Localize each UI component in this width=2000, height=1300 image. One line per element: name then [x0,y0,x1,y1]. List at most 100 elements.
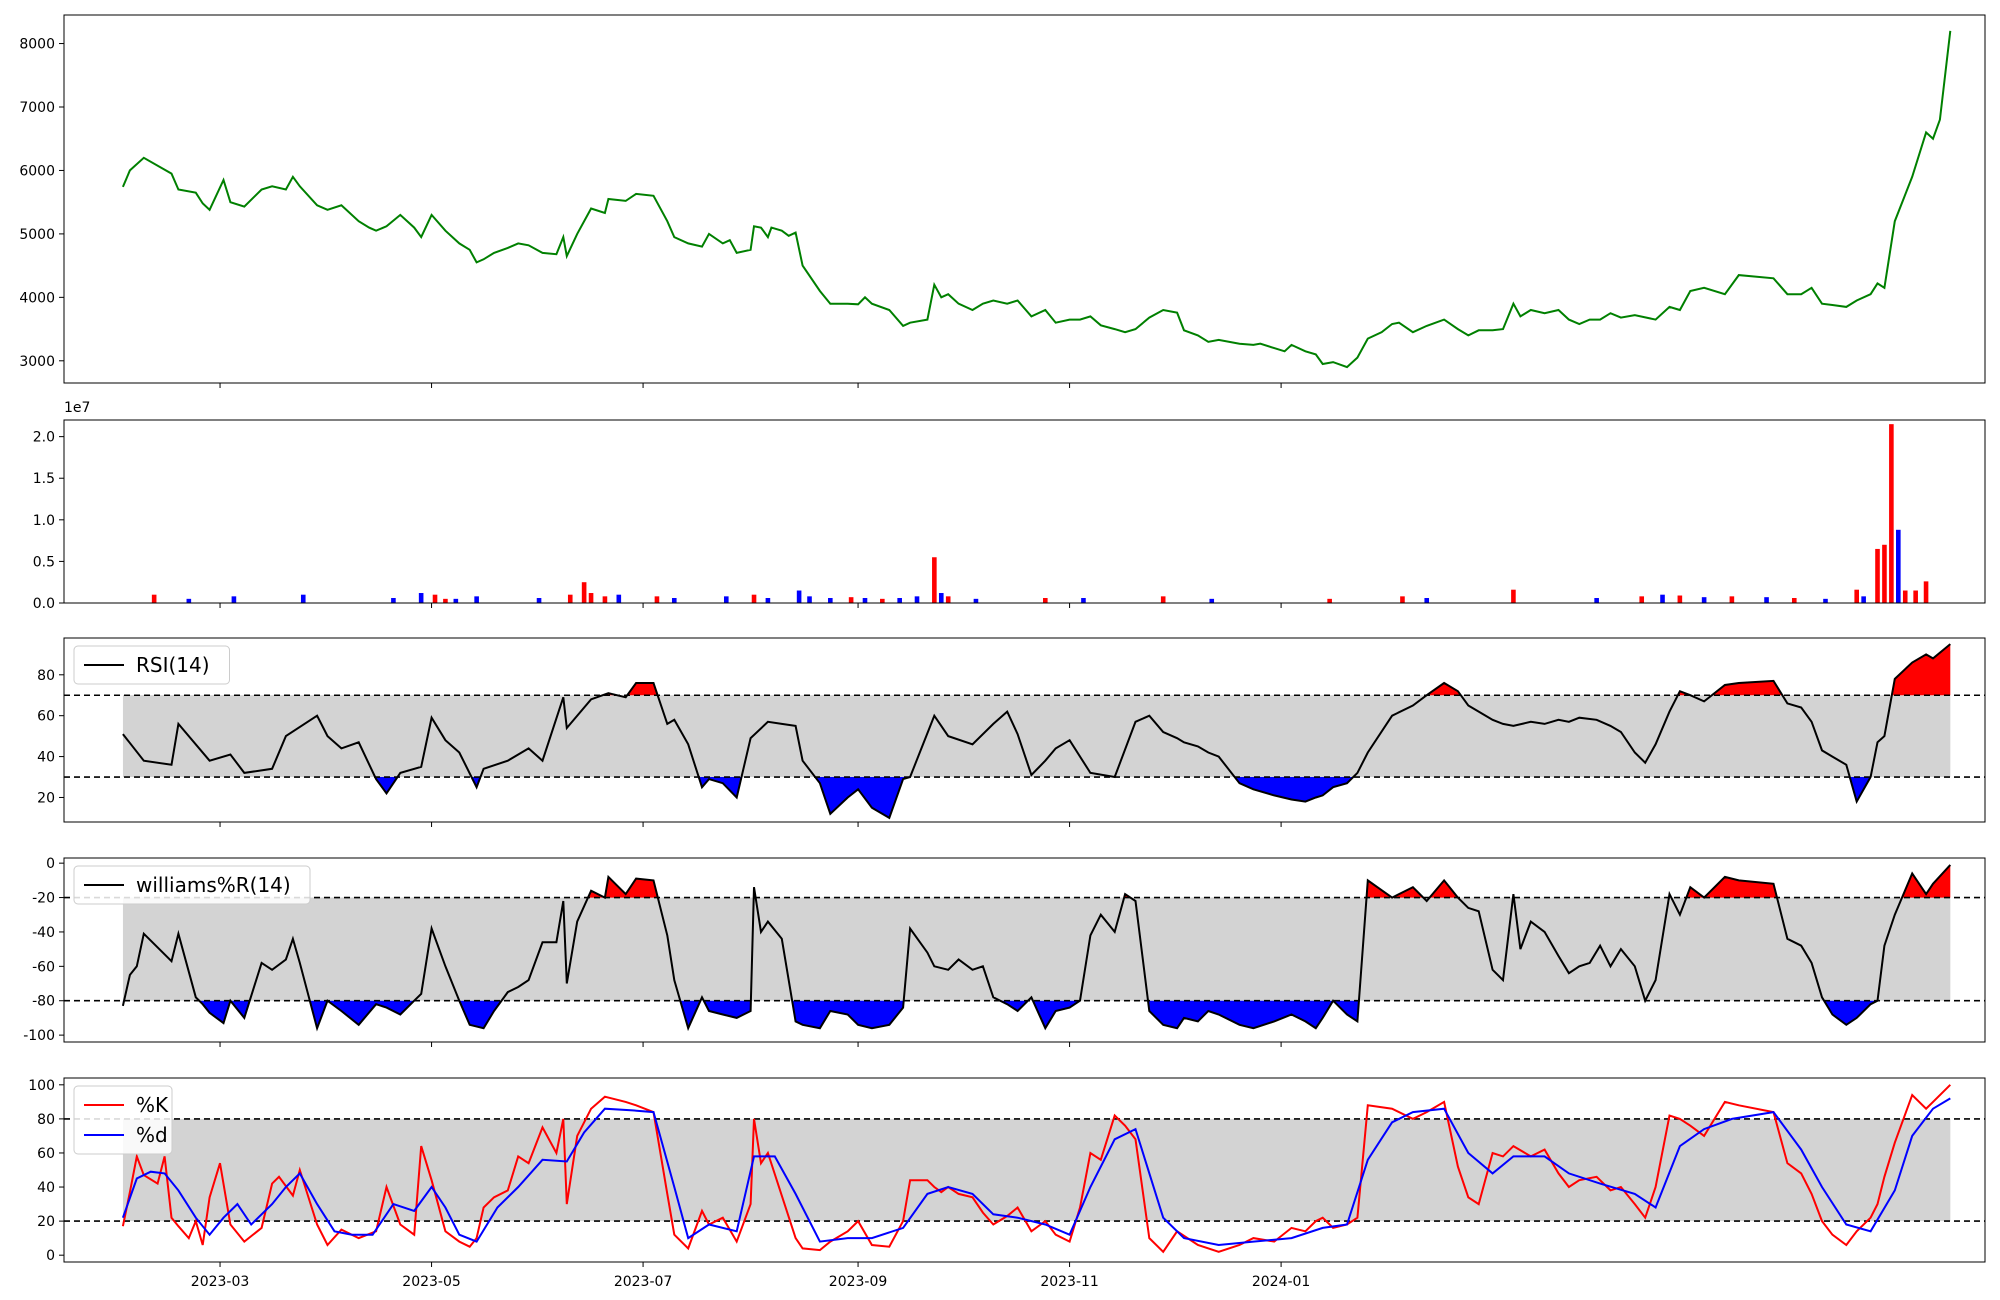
plot-frame [63,419,1986,604]
volume-bar [807,596,812,603]
y-tick-label: 1.5 [33,471,55,487]
oversold-fill [327,1000,415,1025]
threshold-band [122,897,1951,1001]
legend-label: %K [136,1093,169,1117]
x-tick-label: 2023-03 [191,1274,250,1290]
volume-bar [862,598,868,603]
oversold-fill [1824,1000,1878,1025]
y-tick-label: 2.0 [33,430,55,446]
y-tick-label: -60 [32,959,55,975]
volume-bar [1854,589,1860,603]
volume-bar [1791,598,1797,603]
volume-bar [1400,596,1405,603]
y-tick-label: 0.0 [33,596,55,612]
legend-box [73,865,311,905]
williams-r-panel: 0 -20 -40 -60 -80 -100 williams%R(14) [23,856,1986,1047]
oversold-fill [459,1000,502,1029]
oversold-fill [375,777,398,794]
volume-bar [1639,596,1645,603]
legend-label: %d [136,1123,168,1147]
y-tick-label: 60 [37,1146,55,1162]
x-tick-label: 2023-11 [1040,1274,1099,1290]
volume-bar [1594,598,1599,603]
y-tick-label: 0 [46,1248,55,1264]
volume-bar [474,596,479,603]
y-tick-label: 40 [37,1180,55,1196]
volume-bar [751,594,757,603]
y-tick-label: 40 [37,750,55,766]
volume-bar [1160,596,1166,603]
y-tick-label: 20 [37,790,55,806]
y-tick-label: 80 [37,668,55,684]
stoch-line-1 [121,1097,1951,1247]
volume-bar [796,590,802,603]
overbought-fill [1902,864,1951,898]
volume-bar [723,596,729,603]
volume-bar [1209,598,1215,603]
y-tick-label: 8000 [19,37,55,53]
volume-bar [1896,529,1901,603]
y-tick-label: 4000 [19,290,55,306]
volume-bar [1902,590,1908,603]
volume-bar [151,594,157,603]
volume-bar [914,596,920,603]
volume-bar [1729,596,1735,603]
volume-bar [938,593,944,603]
threshold-band [122,695,1951,778]
volume-bar [602,596,608,603]
oversold-fill [698,777,742,798]
plot-frame [63,637,1986,823]
oversold-fill [703,1000,751,1018]
volume-bar [765,598,771,603]
volume-bar [1823,598,1828,603]
volume-bar [581,582,587,603]
williams-line [121,864,1952,1032]
volume-bar [567,594,573,603]
volume-bar [945,596,951,603]
volume-bar [1861,596,1866,603]
volume-bar [671,598,677,603]
overbought-fill [1426,683,1461,696]
x-tick-label: 2023-07 [614,1274,673,1290]
y-tick-label: 0 [46,856,55,872]
price-panel: 3000 4000 5000 6000 7000 8000 [19,14,1986,388]
y-tick-label: 7000 [19,100,55,116]
x-tick-label: 2024-01 [1252,1274,1311,1290]
y-tick-label: 0.5 [33,554,55,570]
volume-bar [588,593,594,603]
oversold-fill [815,777,911,818]
legend-label: RSI(14) [136,653,210,677]
y-tick-label: 6000 [19,163,55,179]
volume-bar [1701,597,1707,603]
volume-bar [1677,595,1683,603]
volume-bar [1660,594,1665,603]
volume-bar [1882,544,1887,603]
y-tick-label: 80 [37,1112,55,1128]
y-tick-label: -100 [23,1028,55,1044]
y-tick-label: 3000 [19,354,55,370]
volume-bar [828,598,833,603]
plot-frame [63,1077,1986,1263]
oversold-fill [1234,777,1354,802]
volume-bar [1081,598,1086,603]
volume-bar [1043,598,1048,603]
volume-bar [300,594,306,603]
volume-bar [391,598,396,603]
volume-bar [880,598,885,603]
y-tick-label: 5000 [19,227,55,243]
volume-bar [1424,598,1430,603]
rsi-panel: 20 40 60 80 RSI(14) [37,637,1986,827]
x-tick-label: 2023-05 [402,1274,461,1290]
volume-bar [418,593,424,603]
y-tick-label: 60 [37,709,55,725]
volume-bar [654,596,660,603]
offset-label: 1e7 [64,400,90,416]
volume-bar [536,598,542,603]
y-tick-label: 100 [28,1078,55,1094]
volume-bar [932,557,937,603]
volume-bar [616,594,622,603]
volume-bar [1889,424,1894,603]
volume-bar [1913,590,1918,603]
volume-bar [432,594,438,603]
